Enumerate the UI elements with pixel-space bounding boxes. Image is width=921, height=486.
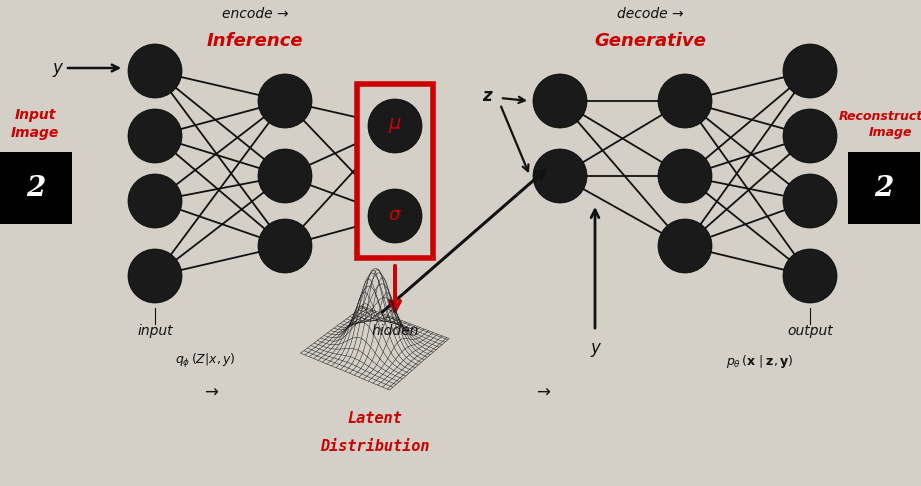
Circle shape <box>658 149 712 203</box>
Text: 2: 2 <box>27 174 46 202</box>
Text: $q_\phi\,(Z|x,y)$: $q_\phi\,(Z|x,y)$ <box>175 352 236 370</box>
Text: Latent: Latent <box>347 411 402 426</box>
Circle shape <box>368 189 422 243</box>
Circle shape <box>128 109 182 163</box>
Circle shape <box>783 44 837 98</box>
Circle shape <box>128 174 182 228</box>
Circle shape <box>533 74 587 128</box>
Circle shape <box>658 74 712 128</box>
Text: $\mu$: $\mu$ <box>388 116 402 135</box>
Circle shape <box>783 174 837 228</box>
Circle shape <box>258 149 312 203</box>
Text: $p_\theta\,(\mathbf{x}\mid\mathbf{z},\mathbf{y})$: $p_\theta\,(\mathbf{x}\mid\mathbf{z},\ma… <box>727 352 794 369</box>
Text: y: y <box>52 59 62 77</box>
FancyBboxPatch shape <box>357 84 433 258</box>
Text: hidden: hidden <box>371 324 419 338</box>
Text: $\rightarrow$: $\rightarrow$ <box>533 382 551 400</box>
Text: $\sigma$: $\sigma$ <box>388 206 402 224</box>
Text: decode →: decode → <box>617 7 683 21</box>
Circle shape <box>258 219 312 273</box>
Circle shape <box>128 44 182 98</box>
Circle shape <box>783 249 837 303</box>
Circle shape <box>368 99 422 153</box>
Text: z: z <box>483 87 492 105</box>
Text: 2: 2 <box>874 174 893 202</box>
Circle shape <box>783 109 837 163</box>
Text: Input
Image: Input Image <box>11 108 59 139</box>
Circle shape <box>128 249 182 303</box>
Text: Reconstructed
Image: Reconstructed Image <box>839 109 921 139</box>
Text: y: y <box>590 339 600 357</box>
Text: Generative: Generative <box>594 32 705 50</box>
Circle shape <box>258 74 312 128</box>
Circle shape <box>658 219 712 273</box>
Text: Inference: Inference <box>206 32 303 50</box>
Text: $\rightarrow$: $\rightarrow$ <box>201 382 219 400</box>
Text: encode →: encode → <box>222 7 288 21</box>
Bar <box>0 152 72 224</box>
Text: output: output <box>787 324 833 338</box>
Text: input: input <box>137 324 173 338</box>
Text: Distribution: Distribution <box>321 438 430 453</box>
Bar <box>848 152 920 224</box>
Circle shape <box>533 149 587 203</box>
